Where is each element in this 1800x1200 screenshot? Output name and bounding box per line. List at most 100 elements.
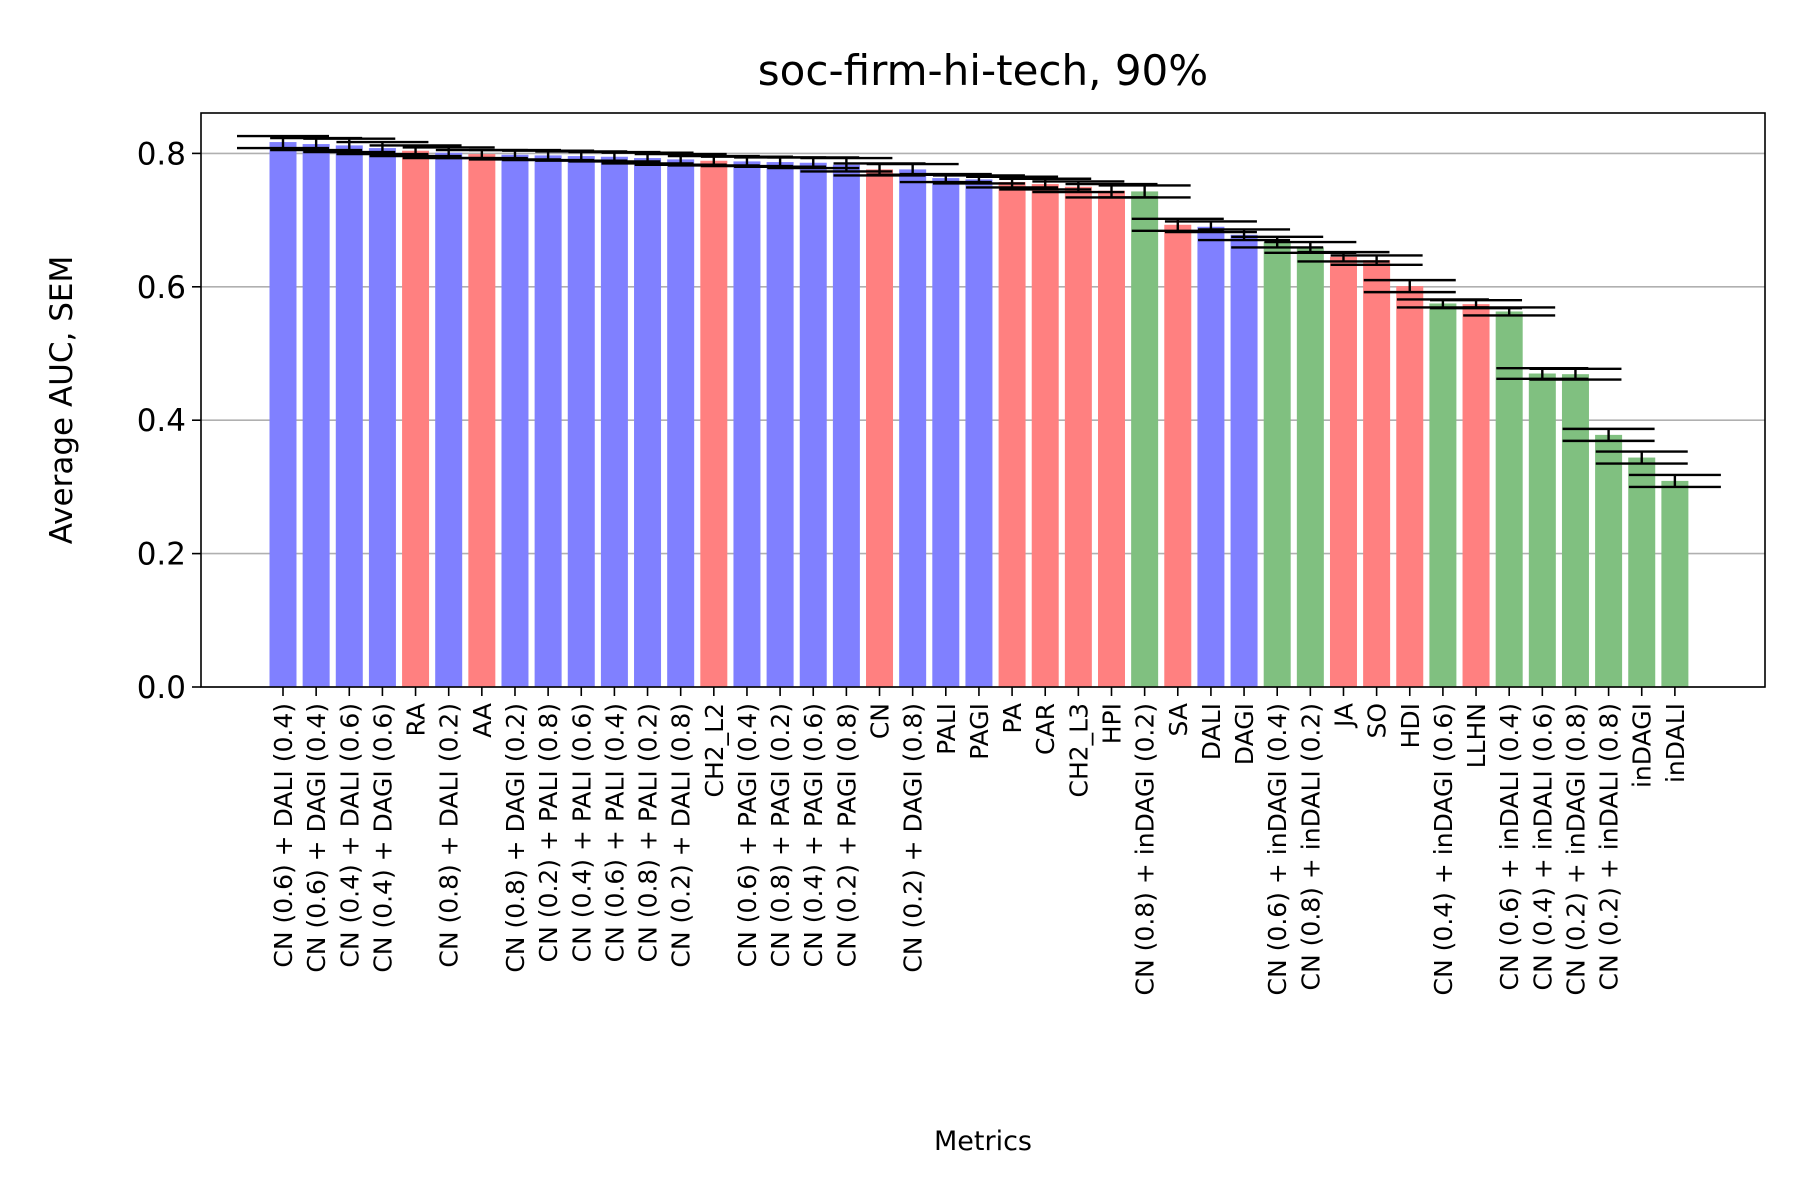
x-tick-label: CN (0.6) + DALI (0.4) bbox=[269, 703, 298, 968]
x-tick-label: CN (0.6) + DAGI (0.4) bbox=[302, 703, 331, 973]
bars bbox=[269, 142, 1689, 688]
error-bar bbox=[1297, 250, 1390, 263]
x-tick-label: CN (0.4) + DAGI (0.6) bbox=[368, 703, 397, 973]
bar bbox=[965, 179, 993, 687]
error-bar bbox=[1363, 278, 1456, 294]
x-tick-label: DAGI bbox=[1230, 703, 1259, 765]
x-tick-label: CN (0.2) + PALI (0.8) bbox=[534, 703, 563, 962]
chart-title: soc-firm-hi-tech, 90% bbox=[758, 46, 1208, 95]
bar bbox=[1396, 286, 1424, 687]
error-bars bbox=[237, 134, 1721, 489]
x-tick-label: CN (0.4) + DALI (0.6) bbox=[335, 703, 364, 968]
bar bbox=[799, 162, 827, 687]
x-tick-label: CN (0.6) + inDALI (0.4) bbox=[1495, 703, 1524, 990]
bar bbox=[700, 160, 728, 687]
bar bbox=[1031, 184, 1059, 687]
x-tick-label: CN (0.8) + PALI (0.2) bbox=[634, 703, 663, 962]
bar bbox=[998, 182, 1026, 687]
bar bbox=[733, 161, 761, 688]
x-tick-label: CN (0.6) + PAGI (0.4) bbox=[733, 703, 762, 967]
x-tick-label: CN (0.6) + inDAGI (0.4) bbox=[1263, 703, 1292, 995]
x-tick-label: inDALI bbox=[1661, 703, 1690, 783]
x-tick-label: CN (0.4) + PAGI (0.6) bbox=[799, 703, 828, 967]
y-tick-label: 0.4 bbox=[137, 403, 186, 439]
x-tick-label: CN (0.2) + DAGI (0.8) bbox=[899, 703, 928, 973]
x-tick-label: AA bbox=[468, 703, 497, 738]
bar bbox=[1064, 186, 1092, 687]
x-tick-label: CN (0.4) + PALI (0.6) bbox=[567, 703, 596, 962]
x-tick-label: DALI bbox=[1197, 703, 1226, 760]
x-tick-label: CN (0.8) + DALI (0.2) bbox=[435, 703, 464, 968]
x-tick-label: CH2_L3 bbox=[1064, 703, 1093, 798]
bar bbox=[1528, 373, 1556, 687]
bar bbox=[1230, 234, 1258, 688]
x-tick-label: RA bbox=[402, 703, 431, 736]
bar bbox=[1131, 191, 1159, 687]
x-axis-label: Metrics bbox=[934, 1126, 1032, 1157]
x-tick-label: CH2_L2 bbox=[700, 703, 729, 798]
x-tick-label: JA bbox=[1329, 703, 1358, 729]
bar bbox=[468, 154, 496, 687]
bar bbox=[832, 164, 860, 687]
bar bbox=[402, 150, 430, 687]
bar bbox=[567, 156, 595, 687]
bar bbox=[1197, 226, 1225, 687]
x-tick-label: inDAGI bbox=[1628, 703, 1657, 788]
bar bbox=[501, 154, 529, 687]
error-bar bbox=[800, 156, 893, 173]
bar bbox=[1595, 434, 1623, 687]
bar bbox=[932, 178, 960, 688]
bar bbox=[435, 152, 463, 687]
bar bbox=[1462, 304, 1490, 687]
error-bar bbox=[1198, 228, 1291, 242]
y-tick-label: 0.0 bbox=[137, 670, 186, 706]
x-tick-label: CN (0.6) + PALI (0.4) bbox=[600, 703, 629, 962]
bar bbox=[1628, 457, 1656, 687]
bar bbox=[1296, 247, 1324, 687]
x-tick-label: CN bbox=[866, 703, 895, 739]
bar bbox=[1164, 224, 1192, 688]
bar bbox=[1329, 256, 1357, 687]
x-tick-label: CN (0.2) + DALI (0.8) bbox=[667, 703, 696, 968]
x-tick-label: HDI bbox=[1396, 703, 1425, 748]
bar bbox=[1263, 242, 1291, 687]
x-tick-label: PAGI bbox=[965, 703, 994, 760]
error-bar bbox=[1628, 473, 1721, 489]
x-tick-label: CN (0.4) + inDAGI (0.6) bbox=[1429, 703, 1458, 995]
x-tick-label: CN (0.8) + DAGI (0.2) bbox=[501, 703, 530, 973]
bar bbox=[1363, 260, 1391, 687]
bar bbox=[667, 159, 695, 687]
x-tick-label: HPI bbox=[1098, 703, 1127, 744]
bar bbox=[1561, 374, 1589, 687]
bar bbox=[368, 148, 396, 688]
y-axis-label: Average AUC, SEM bbox=[44, 256, 80, 544]
bar bbox=[600, 156, 628, 688]
bar bbox=[899, 169, 927, 687]
x-tick-label: PALI bbox=[932, 703, 961, 755]
y-tick-label: 0.6 bbox=[137, 270, 186, 306]
error-bar bbox=[1463, 306, 1556, 317]
bar bbox=[1098, 190, 1125, 687]
bar bbox=[335, 145, 363, 687]
bar bbox=[534, 155, 562, 687]
error-bar bbox=[1098, 184, 1191, 199]
x-tick-label: SO bbox=[1363, 703, 1392, 739]
error-bar bbox=[1330, 254, 1423, 266]
plot-frame bbox=[200, 112, 1766, 688]
x-tick-label: PA bbox=[998, 703, 1027, 734]
x-tick-label: CN (0.2) + PAGI (0.8) bbox=[832, 703, 861, 967]
x-tick-label: CN (0.8) + inDAGI (0.2) bbox=[1131, 703, 1160, 995]
bar bbox=[1429, 303, 1457, 687]
x-tick-label: SA bbox=[1164, 703, 1193, 736]
x-tick-label: CN (0.2) + inDALI (0.8) bbox=[1595, 703, 1624, 990]
bar bbox=[866, 169, 894, 687]
error-bar bbox=[336, 140, 429, 156]
error-bar bbox=[1562, 427, 1655, 443]
bar bbox=[634, 158, 662, 688]
error-bar bbox=[1595, 450, 1688, 465]
bar bbox=[1495, 311, 1523, 687]
x-tick-label: CN (0.8) + inDALI (0.2) bbox=[1296, 703, 1325, 990]
x-tick-label: CN (0.2) + inDAGI (0.8) bbox=[1561, 703, 1590, 995]
x-tick-label: CN (0.4) + inDALI (0.6) bbox=[1528, 703, 1557, 990]
